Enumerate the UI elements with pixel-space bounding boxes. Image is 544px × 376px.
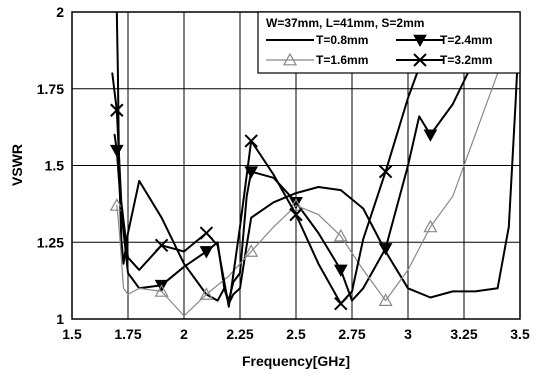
series-marker — [378, 293, 393, 306]
series-marker — [109, 144, 124, 158]
legend-marker — [282, 52, 298, 66]
legend-marker — [413, 53, 427, 67]
legend-item: T=0.8mm — [266, 33, 368, 47]
x-tick-label: 3 — [404, 326, 412, 342]
tick-labels: 1.5 1.75 2 2.25 2.5 2.75 3 3.25 3.5 1 1.25 1.5 1.75 2 — [37, 4, 530, 342]
x-tick-label: 3.5 — [510, 326, 530, 342]
y-tick-label: 1.5 — [45, 158, 65, 174]
series-T=1.6mm — [109, 12, 520, 317]
series-marker — [333, 264, 348, 277]
x-tick-label: 3.25 — [450, 326, 477, 342]
legend-label: T=3.2mm — [440, 53, 492, 67]
legend-box — [257, 11, 521, 74]
series-marker — [154, 284, 169, 297]
y-tick-label: 1.25 — [37, 234, 64, 250]
series-marker — [378, 164, 393, 179]
series-line — [116, 12, 520, 317]
x-tick-label: 2.25 — [226, 326, 253, 342]
x-tick-label: 1.75 — [114, 326, 141, 342]
series-marker — [244, 134, 258, 148]
series-marker — [244, 244, 259, 257]
series-marker — [199, 287, 214, 300]
series-marker — [110, 103, 124, 117]
series-marker — [378, 243, 393, 256]
legend-item: T=3.2mm — [396, 53, 492, 67]
y-tick-label: 1.75 — [37, 81, 64, 97]
x-tick-label: 1.5 — [62, 326, 82, 342]
legend-marker — [413, 34, 427, 48]
x-axis-label: Frequency[GHz] — [242, 353, 350, 369]
series-marker — [423, 129, 438, 142]
legend-item: T=2.4mm — [396, 33, 492, 48]
series-T=0.8mm — [115, 12, 520, 305]
y-axis-label: VSWR — [9, 144, 25, 186]
series-marker — [289, 207, 303, 222]
x-tick-label: 2.75 — [338, 326, 365, 342]
series-marker — [109, 198, 124, 211]
x-tick-label: 2 — [180, 326, 188, 342]
series-marker — [423, 219, 438, 233]
legend-item: T=1.6mm — [266, 52, 368, 67]
series-marker — [199, 226, 214, 240]
y-tick-label: 1 — [56, 311, 64, 327]
legend: W=37mm, L=41mm, S=2mm T=0.8mm T=2.4mm T=1.… — [257, 11, 521, 74]
x-tick-label: 2.5 — [286, 326, 306, 342]
series-marker — [199, 246, 214, 259]
legend-label: T=2.4mm — [440, 33, 492, 47]
series-marker — [333, 228, 348, 242]
series-marker — [334, 296, 348, 311]
legend-label: T=1.6mm — [316, 53, 368, 67]
series-marker — [288, 198, 304, 211]
legend-title: W=37mm, L=41mm, S=2mm — [266, 16, 424, 30]
series-marker — [289, 197, 303, 210]
legend-label: T=0.8mm — [316, 33, 368, 47]
y-tick-label: 2 — [56, 4, 64, 20]
series-line — [115, 12, 520, 305]
series-marker — [154, 238, 169, 253]
